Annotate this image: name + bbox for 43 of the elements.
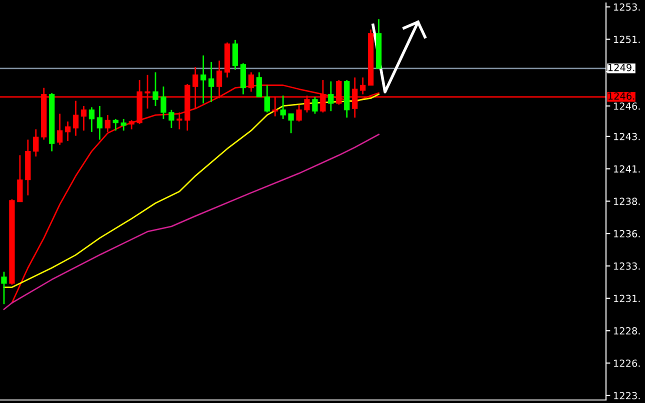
y-tick-label: 1243. [614,132,640,140]
candlestick [160,86,166,120]
candlestick [88,106,95,133]
candlestick [104,114,110,133]
candlestick [296,104,302,122]
candlestick [328,80,334,112]
candlestick [232,39,238,70]
candlestick [168,109,174,129]
candlestick [152,72,158,107]
y-tick-label: 1231. [614,294,640,302]
candlestick [120,118,126,132]
candlestick [1,271,7,305]
y-tick-label: 1236. [614,230,640,238]
candlestick [208,61,214,103]
candlestick [256,72,262,98]
y-tick-label: 1246. [614,102,640,110]
candlestick [288,113,294,134]
candlestick [128,120,134,130]
y-tick-label: 1238. [614,198,640,206]
candlestick [56,113,63,146]
y-tick-label: 1223. [614,392,640,400]
candlestick [240,62,246,96]
candlestick [112,118,118,132]
y-tick-label: 1251. [614,36,640,44]
y-tick-label: 1253. [614,3,640,11]
line-series [3,134,380,310]
y-tick-label: 1226. [614,360,640,367]
candlestick [33,128,39,158]
candlestick [280,94,286,120]
candlestick [72,100,79,136]
candlestick [200,54,206,104]
y-tick-label: 1233. [614,262,640,270]
y-tick-label: 1228. [614,327,640,335]
candlestick [312,96,318,114]
candlestick [80,105,87,132]
candlestick [96,105,102,140]
candlestick [264,84,270,114]
ref-line-label: 1246. [608,92,634,100]
candlestick [17,154,23,203]
candlestick [176,112,182,130]
ref-line-label: 1249. [608,64,634,72]
y-tick-label: 1241. [614,165,640,172]
candlestick [64,120,71,142]
